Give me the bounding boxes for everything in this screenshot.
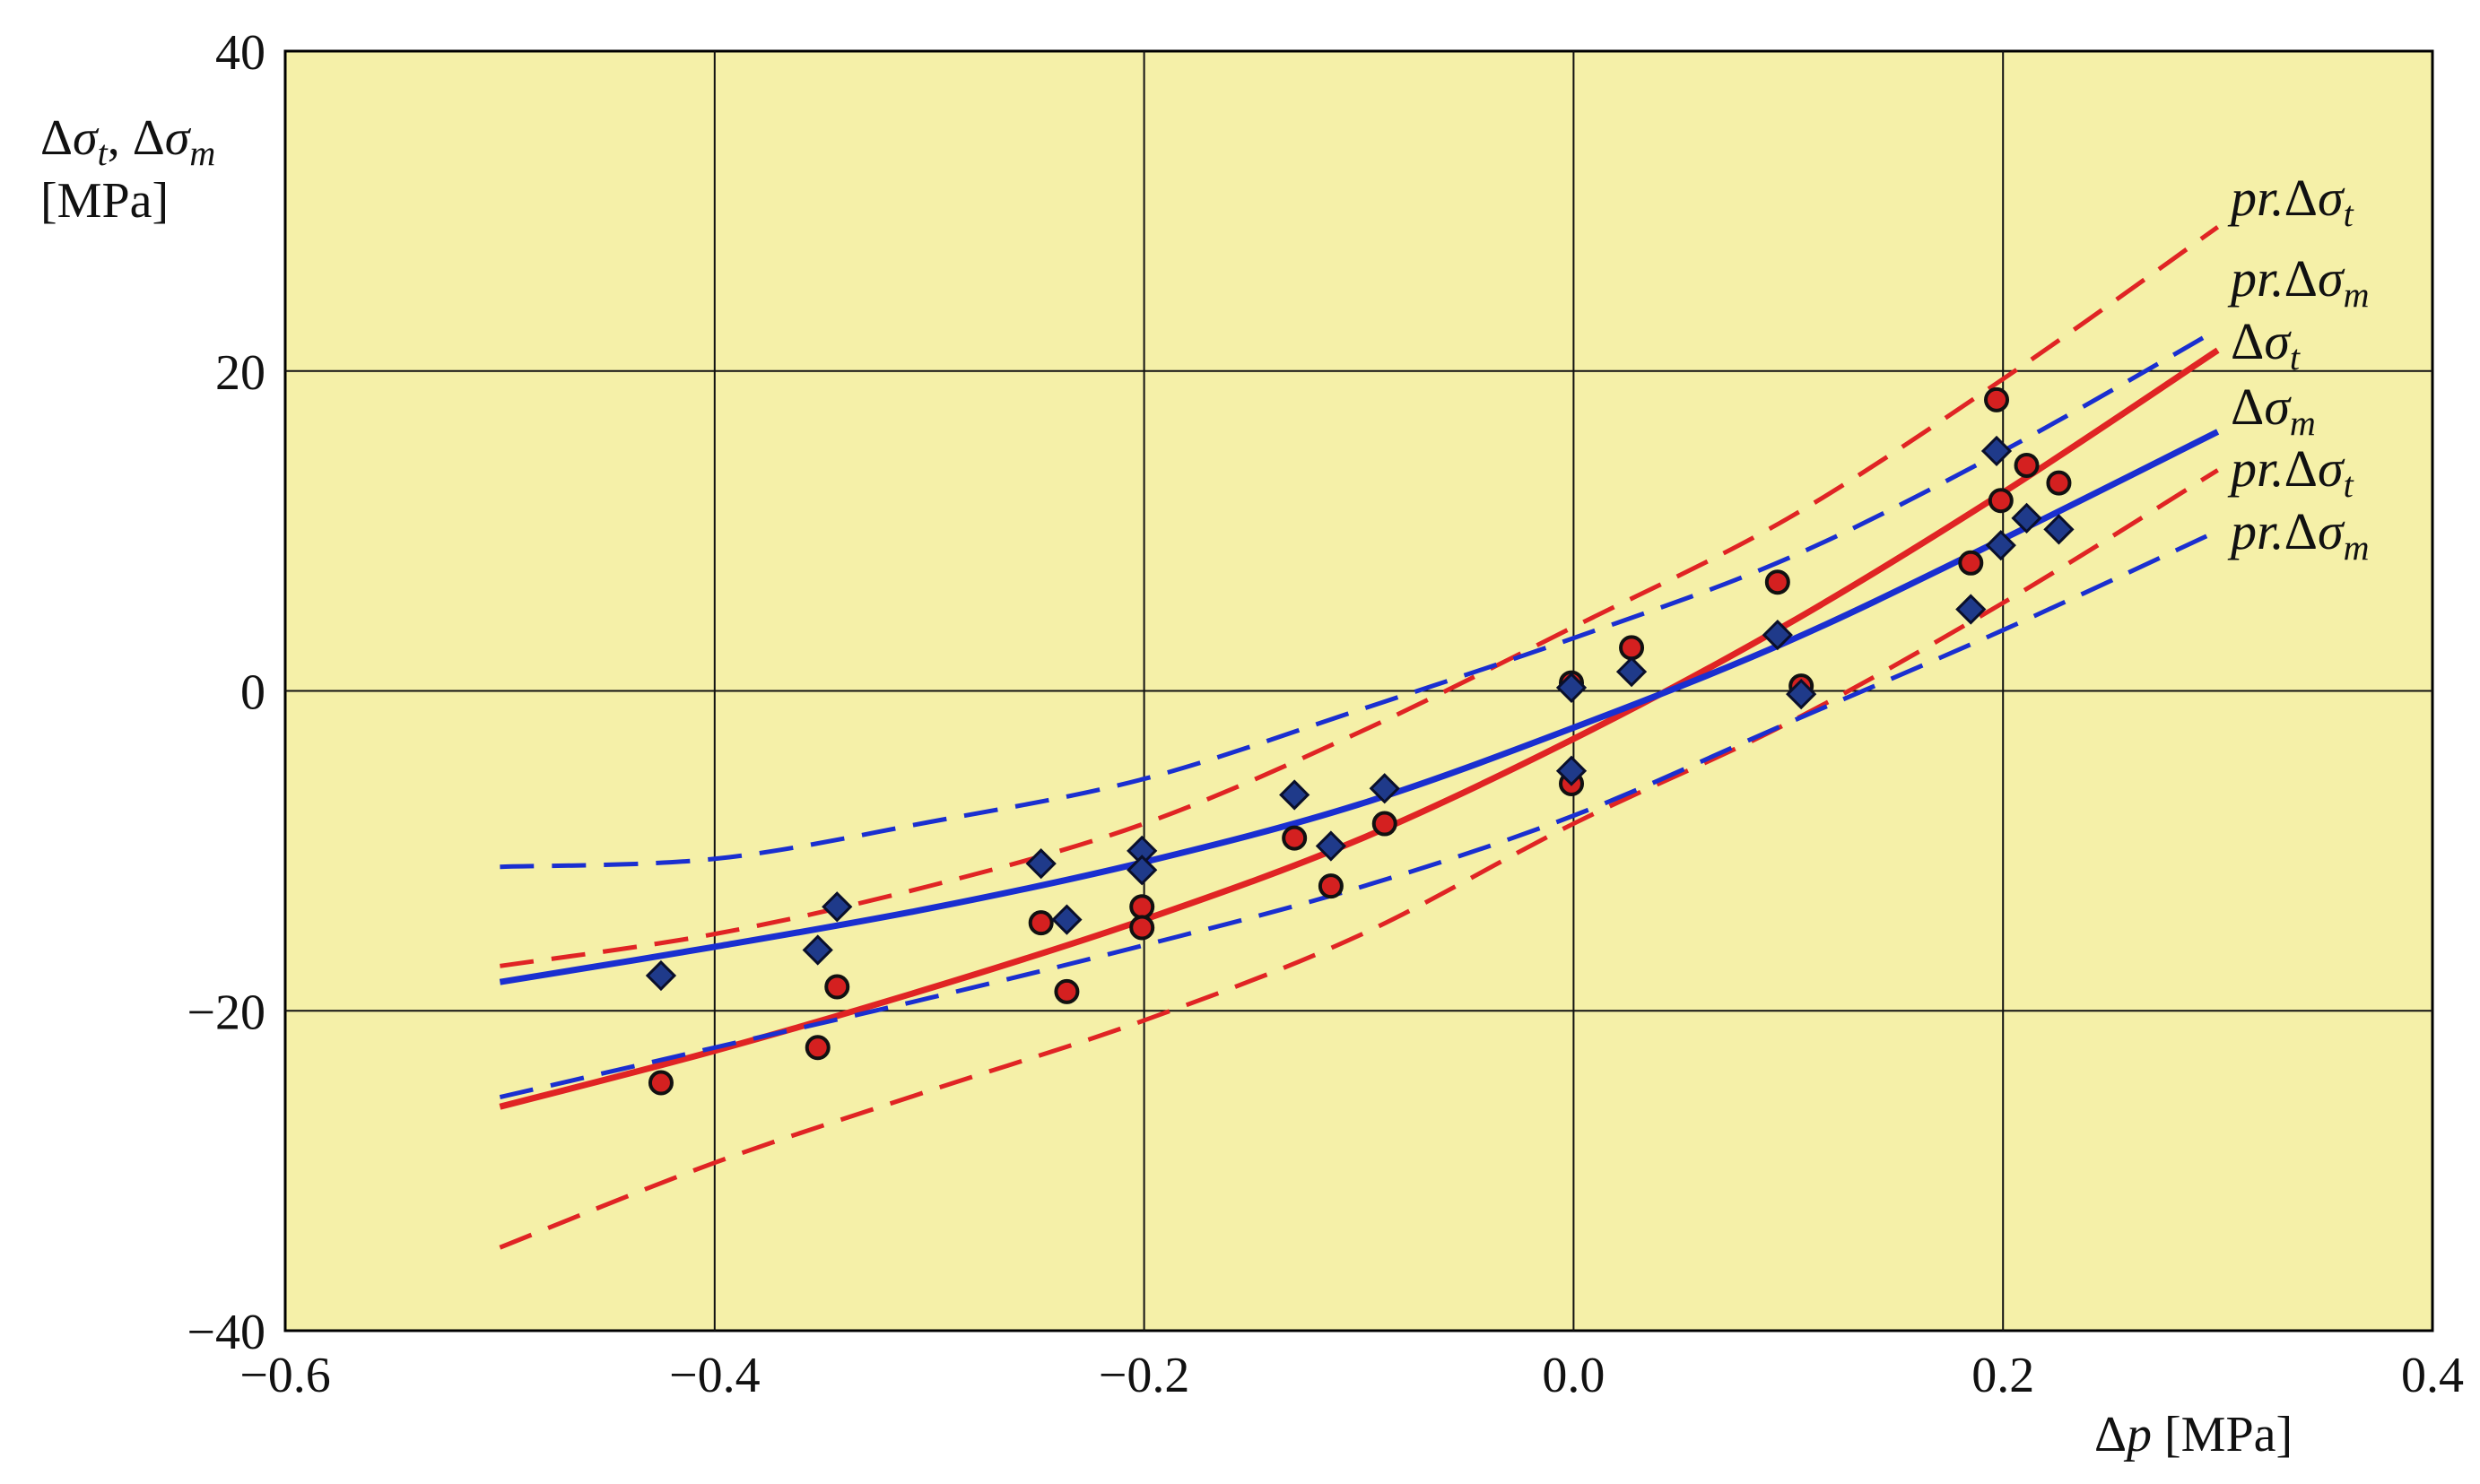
x-axis-title: Δp [MPa]	[2094, 1407, 2293, 1462]
tick-labels: −0.6 −0.4 −0.2 0.0 0.2 0.4 −40 −20 0 20 40	[187, 25, 2464, 1403]
fit-curve-2	[499, 347, 2220, 1110]
data-point-sigma-t	[1129, 894, 1155, 920]
x-tick-label: −0.4	[669, 1348, 761, 1403]
y-axis-title: Δσt, Δσm	[40, 110, 215, 173]
grid-lines	[285, 51, 2432, 1331]
data-point-sigma-t	[1619, 635, 1645, 661]
x-tick-label: 0.0	[1542, 1348, 1605, 1403]
data-point-sigma-t	[1988, 488, 2014, 514]
data-point-sigma-m	[822, 891, 853, 923]
fit-curves	[499, 225, 2220, 1250]
curve-label: pr.Δσm	[2227, 249, 2369, 315]
data-point-sigma-t	[1764, 569, 1790, 595]
fit-curve-3	[499, 429, 2220, 985]
y-axis-unit: [MPa]	[40, 173, 169, 229]
data-point-sigma-t	[1054, 978, 1080, 1004]
data-points	[645, 386, 2075, 1096]
data-point-sigma-m	[1369, 773, 1400, 804]
data-point-sigma-t	[1028, 910, 1054, 936]
data-point-sigma-m	[1955, 594, 1987, 625]
x-tick-label: −0.2	[1099, 1348, 1190, 1403]
data-point-sigma-m	[1786, 678, 1817, 710]
data-point-sigma-m	[1025, 848, 1057, 880]
data-point-sigma-m	[1279, 779, 1310, 811]
data-point-sigma-t	[1984, 386, 2010, 412]
data-point-sigma-m	[2043, 514, 2075, 545]
data-point-sigma-m	[1051, 904, 1083, 935]
data-point-sigma-t	[805, 1035, 831, 1061]
prediction-curve-7	[499, 528, 2219, 1100]
data-point-sigma-m	[1985, 530, 2016, 561]
data-point-sigma-t	[2046, 470, 2072, 496]
curve-label: Δσt	[2231, 312, 2301, 378]
y-tick-label: 0	[240, 665, 265, 721]
y-tick-label: 20	[215, 345, 265, 401]
curve-label: Δσm	[2231, 378, 2316, 443]
y-tick-label: −40	[187, 1305, 265, 1360]
data-point-sigma-m	[1762, 619, 1793, 651]
data-point-sigma-m	[1615, 655, 1648, 688]
data-point-sigma-t	[1371, 811, 1397, 837]
prediction-curve-5	[500, 327, 2219, 870]
curve-label: pr.Δσm	[2227, 502, 2369, 568]
x-tick-label: 0.4	[2401, 1348, 2464, 1403]
curve-label: pr.Δσt	[2227, 169, 2354, 234]
data-point-sigma-m	[1980, 435, 2013, 467]
prediction-curve-6	[499, 468, 2219, 1250]
prediction-curve-4	[500, 225, 2220, 968]
y-tick-label: 40	[215, 25, 265, 81]
data-point-sigma-t	[1129, 915, 1155, 941]
curve-label: pr.Δσt	[2227, 439, 2354, 505]
y-tick-label: −20	[187, 985, 265, 1040]
data-point-sigma-m	[1555, 755, 1588, 786]
data-point-sigma-t	[1282, 825, 1308, 851]
data-point-sigma-m	[1127, 855, 1158, 886]
data-point-sigma-t	[824, 974, 850, 1000]
x-tick-label: 0.2	[1971, 1348, 2034, 1403]
data-point-sigma-t	[1318, 873, 1344, 899]
data-point-sigma-m	[802, 934, 833, 966]
data-point-sigma-m	[1315, 830, 1346, 862]
data-point-sigma-t	[648, 1070, 674, 1096]
data-point-sigma-m	[1555, 672, 1588, 704]
data-point-sigma-t	[1958, 550, 1984, 576]
data-point-sigma-m	[645, 959, 677, 992]
x-tick-label: −0.6	[239, 1348, 331, 1403]
data-point-sigma-m	[2011, 502, 2042, 534]
data-point-sigma-t	[2014, 452, 2040, 478]
